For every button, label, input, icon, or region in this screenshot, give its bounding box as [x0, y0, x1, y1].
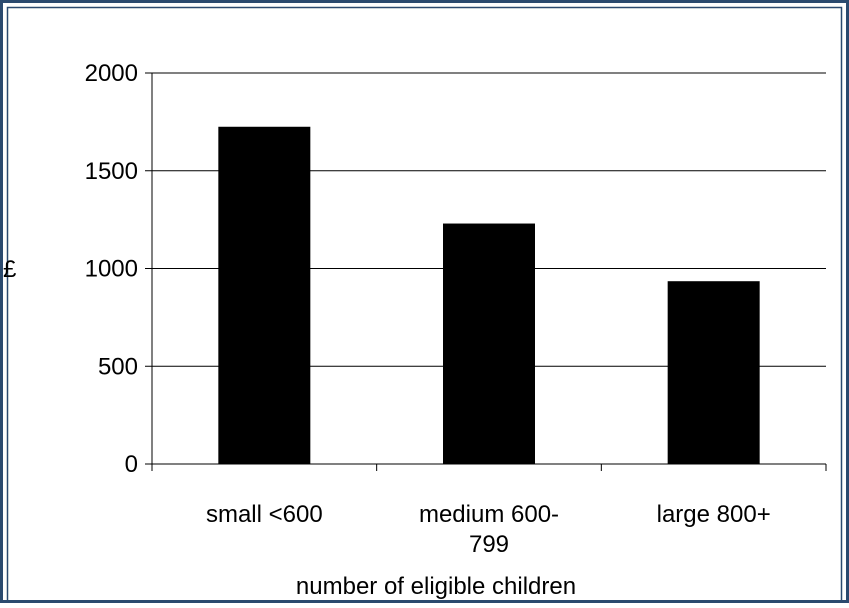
- y-axis-title: £: [3, 256, 16, 283]
- y-tick-label: 1500: [85, 158, 138, 185]
- y-tick-label: 0: [125, 451, 138, 478]
- bar-2: [443, 223, 535, 464]
- labels: 0 500 1000 1500 2000 small <600 medium 600-799…: [85, 60, 771, 558]
- x-axis-title: number of eligible children: [296, 573, 576, 600]
- bars: [218, 126, 760, 464]
- x-category-label: small <600: [206, 501, 323, 528]
- x-category-label: medium 600-799: [419, 501, 559, 558]
- axes: [145, 72, 827, 471]
- y-tick-label: 1000: [85, 256, 138, 283]
- y-tick-label: 2000: [85, 60, 138, 87]
- bar-1: [218, 126, 311, 464]
- y-tick-label: 500: [98, 353, 138, 380]
- bar-3: [667, 281, 760, 464]
- x-category-label: large 800+: [657, 501, 771, 528]
